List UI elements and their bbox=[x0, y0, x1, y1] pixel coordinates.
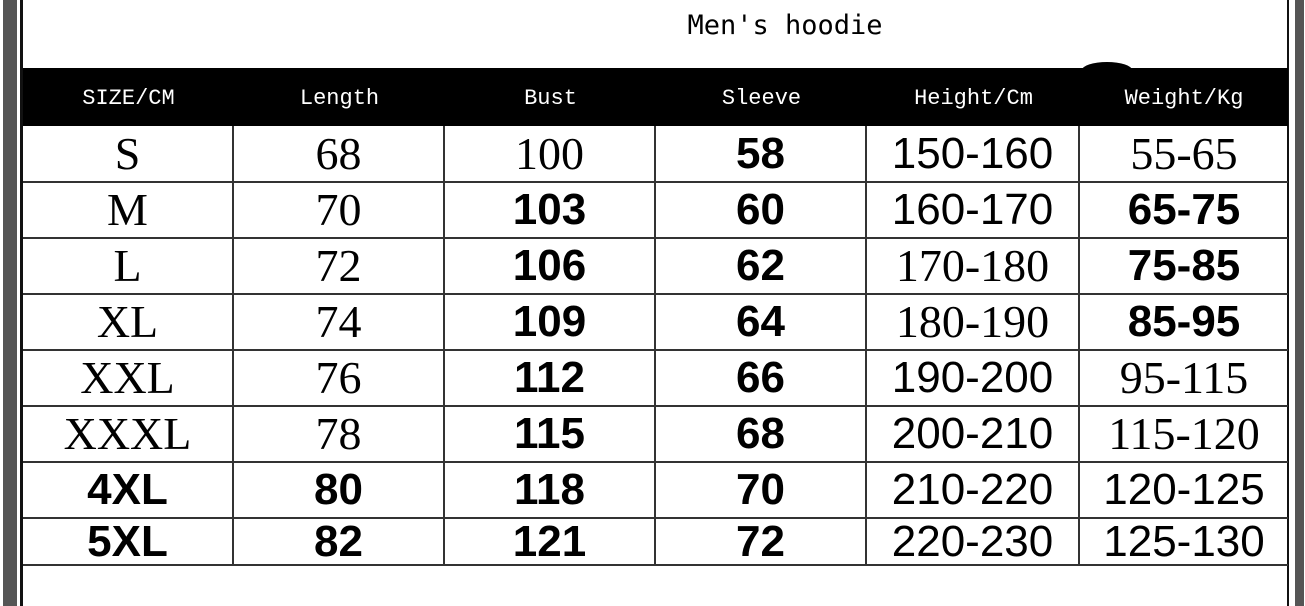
table-cell: 180-190 bbox=[867, 295, 1080, 349]
table-row: M 70 103 60 160-170 65-75 bbox=[23, 183, 1288, 239]
table-cell: 58 bbox=[656, 126, 867, 181]
table-cell: XXXL bbox=[23, 407, 234, 461]
right-frame-bar bbox=[1295, 0, 1304, 606]
column-header: Sleeve bbox=[721, 86, 802, 111]
table-cell: 70 bbox=[234, 183, 445, 237]
table-cell: 85-95 bbox=[1127, 297, 1241, 346]
table-cell: XXL bbox=[23, 351, 234, 405]
column-header: Weight/Kg bbox=[1124, 86, 1244, 111]
table-cell: 55-65 bbox=[1130, 128, 1238, 179]
table-cell: 5XL bbox=[23, 519, 234, 564]
table-cell: M bbox=[23, 183, 234, 237]
table-row: 5XL 82 121 72 220-230 125-130 bbox=[23, 519, 1288, 566]
table-cell: 65-75 bbox=[1127, 185, 1241, 234]
table-cell: 220-230 bbox=[867, 519, 1080, 564]
column-header: Bust bbox=[524, 86, 577, 111]
table-cell: 160-170 bbox=[867, 183, 1080, 237]
chart-title: Men's hoodie bbox=[687, 10, 883, 41]
table-cell: 62 bbox=[656, 239, 867, 293]
table-cell: 109 bbox=[445, 295, 656, 349]
table-cell: L bbox=[23, 239, 234, 293]
table-cell: 68 bbox=[234, 126, 445, 181]
table-cell: 68 bbox=[656, 407, 867, 461]
table-row: XXL 76 112 66 190-200 95-115 bbox=[23, 351, 1288, 407]
left-frame-bar bbox=[3, 0, 17, 606]
table-cell: 4XL bbox=[23, 463, 234, 517]
right-border-line bbox=[1287, 0, 1289, 606]
column-header: Length bbox=[299, 86, 380, 111]
table-cell: 106 bbox=[445, 239, 656, 293]
table-cell: 120-125 bbox=[1103, 465, 1265, 514]
table-cell: 121 bbox=[445, 519, 656, 564]
table-cell: XL bbox=[23, 295, 234, 349]
table-cell: 78 bbox=[234, 407, 445, 461]
table-cell: 60 bbox=[656, 183, 867, 237]
table-cell: 72 bbox=[234, 239, 445, 293]
table-row: 4XL 80 118 70 210-220 120-125 bbox=[23, 463, 1288, 519]
left-border-line bbox=[20, 0, 23, 606]
column-header: SIZE/CM bbox=[82, 86, 175, 111]
table-cell: 170-180 bbox=[867, 239, 1080, 293]
table-cell: 125-130 bbox=[1103, 517, 1265, 566]
table-cell: 103 bbox=[445, 183, 656, 237]
table-cell: 70 bbox=[656, 463, 867, 517]
table-cell: 118 bbox=[445, 463, 656, 517]
table-header: SIZE/CM Length Bust Sleeve Height/Cm Weight/K… bbox=[23, 68, 1288, 126]
table-row: XXXL 78 115 68 200-210 115-120 bbox=[23, 407, 1288, 463]
table-row: S 68 100 58 150-160 55-65 bbox=[23, 126, 1288, 183]
table-cell: 82 bbox=[234, 519, 445, 564]
table-cell: 115 bbox=[445, 407, 656, 461]
table-cell: 115-120 bbox=[1108, 408, 1260, 459]
table-cell: S bbox=[23, 126, 234, 181]
table-cell: 95-115 bbox=[1119, 352, 1249, 403]
table-cell: 80 bbox=[234, 463, 445, 517]
table-cell: 76 bbox=[234, 351, 445, 405]
table-cell: 190-200 bbox=[867, 351, 1080, 405]
table-cell: 200-210 bbox=[867, 407, 1080, 461]
table-cell: 75-85 bbox=[1127, 241, 1241, 290]
column-header: Height/Cm bbox=[914, 86, 1033, 111]
table-cell: 150-160 bbox=[867, 126, 1080, 181]
table-cell: 112 bbox=[445, 351, 656, 405]
table-cell: 64 bbox=[656, 295, 867, 349]
table-row: L 72 106 62 170-180 75-85 bbox=[23, 239, 1288, 295]
table-cell: 66 bbox=[656, 351, 867, 405]
table-cell: 210-220 bbox=[867, 463, 1080, 517]
table-cell: 74 bbox=[234, 295, 445, 349]
table-cell: 100 bbox=[445, 126, 656, 181]
table-row: XL 74 109 64 180-190 85-95 bbox=[23, 295, 1288, 351]
table-cell: 72 bbox=[656, 519, 867, 564]
